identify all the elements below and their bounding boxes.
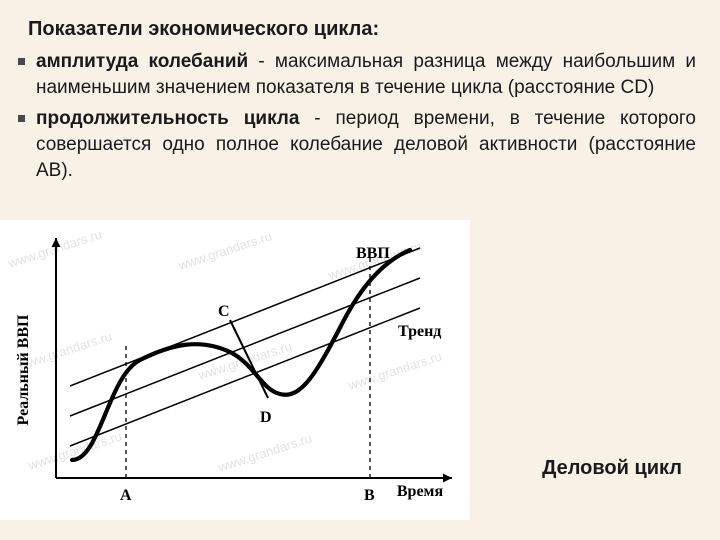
bullet-item: амплитуда колебаний - максимальная разни… xyxy=(18,49,696,100)
heading: Показатели экономического цикла: xyxy=(28,18,696,41)
bullet-list: амплитуда колебаний - максимальная разни… xyxy=(18,49,696,183)
caption: Деловой цикл xyxy=(542,457,682,480)
business-cycle-chart: www.grandars.ru www.grandars.ru www.granda… xyxy=(0,220,470,520)
svg-text:B: B xyxy=(364,487,375,504)
svg-text:Реальный ВВП: Реальный ВВП xyxy=(15,314,32,426)
bullet-item: продолжительность цикла - период времени… xyxy=(18,106,696,183)
svg-text:ВВП: ВВП xyxy=(356,245,390,262)
svg-text:www.grandars.ru: www.grandars.ru xyxy=(345,348,443,393)
svg-text:Тренд: Тренд xyxy=(398,323,441,340)
svg-text:A: A xyxy=(120,487,132,504)
chart-svg: www.grandars.ru www.grandars.ru www.granda… xyxy=(0,220,470,520)
svg-text:www.grandars.ru: www.grandars.ru xyxy=(175,228,273,273)
bullet-term: амплитуда колебаний xyxy=(36,51,248,72)
svg-text:C: C xyxy=(218,303,230,320)
svg-text:www.grandars.ru: www.grandars.ru xyxy=(25,428,123,473)
svg-text:www.grandars.ru: www.grandars.ru xyxy=(215,430,313,475)
svg-text:Время: Время xyxy=(397,483,444,500)
svg-text:www.grandars.ru: www.grandars.ru xyxy=(5,226,103,271)
svg-text:D: D xyxy=(260,409,272,426)
page: Показатели экономического цикла: амплиту… xyxy=(0,0,720,540)
bullet-term: продолжительность цикла xyxy=(36,108,299,129)
